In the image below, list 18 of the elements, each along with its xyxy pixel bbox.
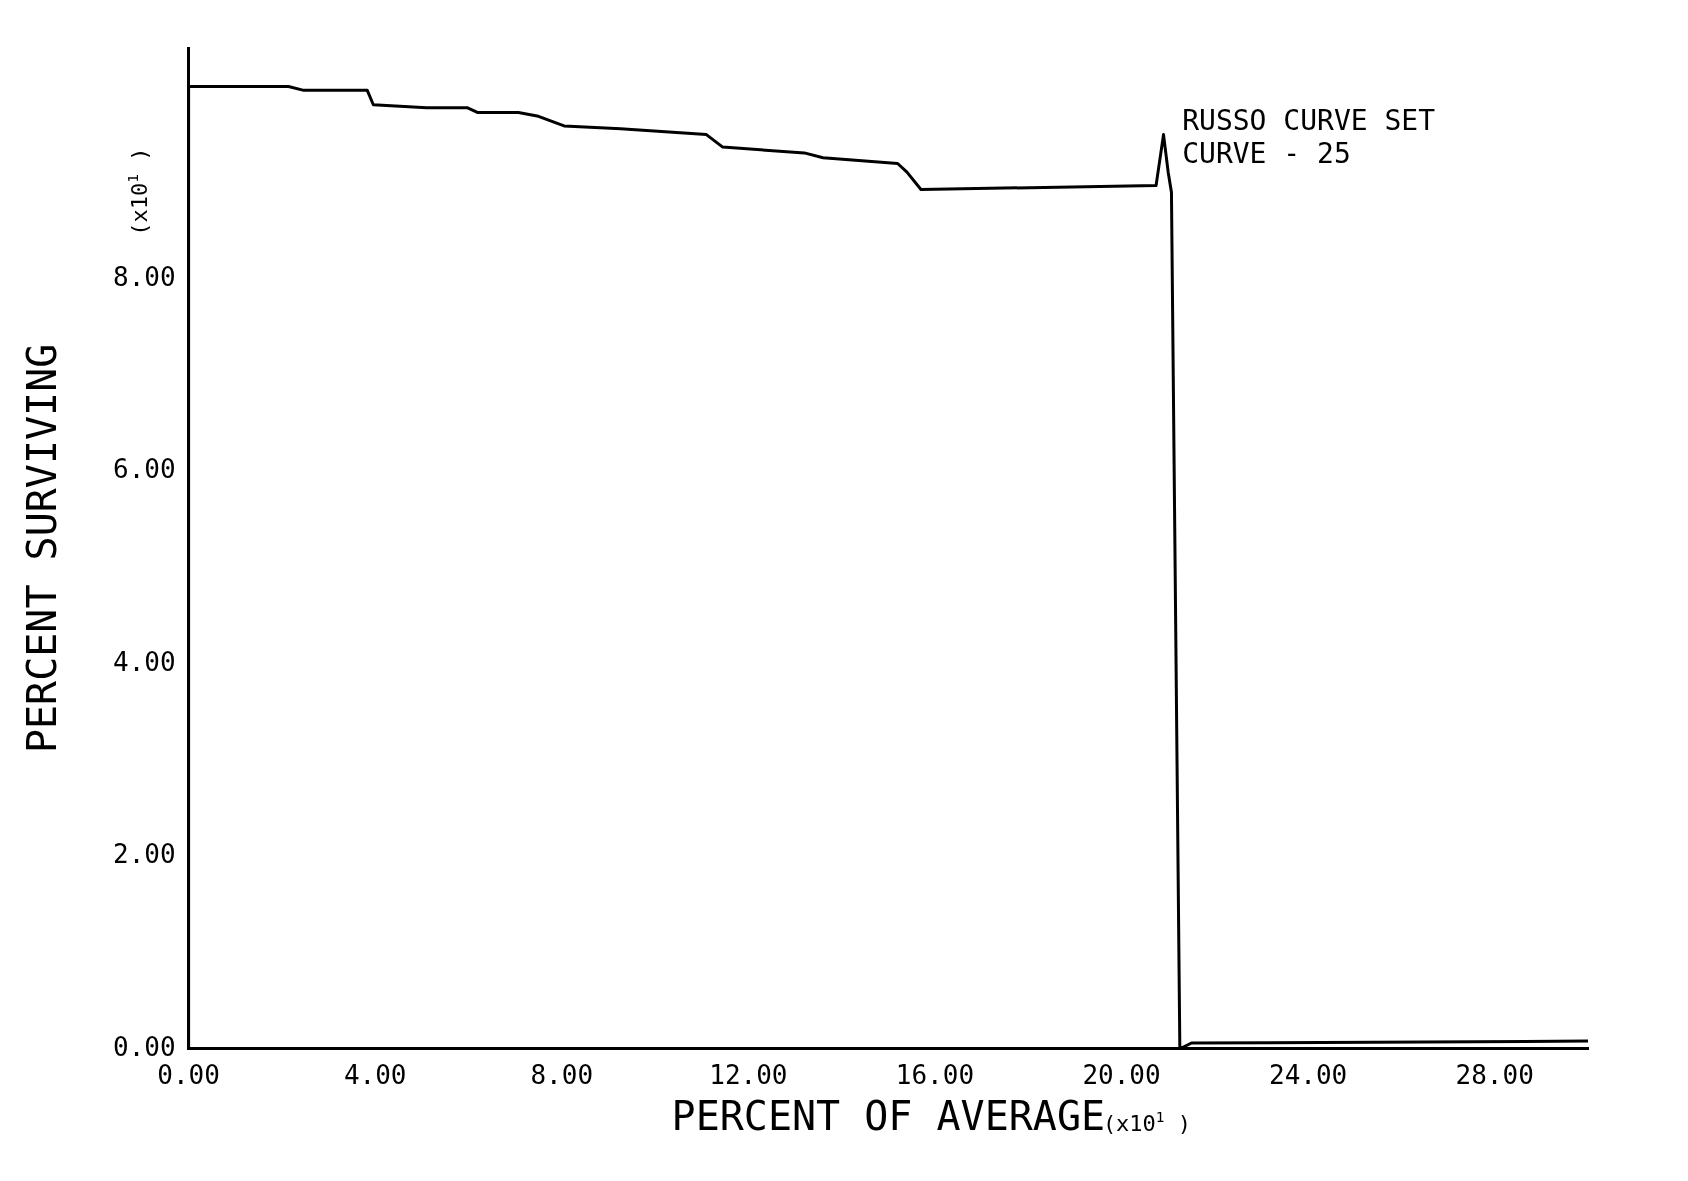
annotation: CURVE - 25: [1182, 137, 1351, 171]
x-tick-label: 28.00: [1455, 1060, 1534, 1091]
annotation: RUSSO CURVE SET: [1182, 103, 1436, 137]
x-axis-title: PERCENT OF AVERAGE: [671, 1093, 1106, 1140]
x-tick-label: 8.00: [530, 1060, 594, 1091]
y-tick-label: 0.00: [112, 1031, 176, 1062]
y-tick-label: 8.00: [112, 261, 176, 292]
x-tick-label: 4.00: [343, 1060, 407, 1091]
y-tick-label: 4.00: [112, 646, 176, 677]
y-axis-title: PERCENT SURVIVING: [19, 343, 66, 754]
y-tick-label: 6.00: [112, 454, 176, 485]
y-tick-label: 2.00: [112, 839, 176, 870]
x-tick-label: 20.00: [1082, 1060, 1161, 1091]
text: (x101 ): [124, 147, 152, 236]
x-tick-label: 24.00: [1268, 1060, 1348, 1091]
x-tick-label: 0.00: [157, 1060, 220, 1091]
x-tick-label: 12.00: [709, 1060, 788, 1091]
x-tick-label: 16.00: [895, 1060, 975, 1091]
